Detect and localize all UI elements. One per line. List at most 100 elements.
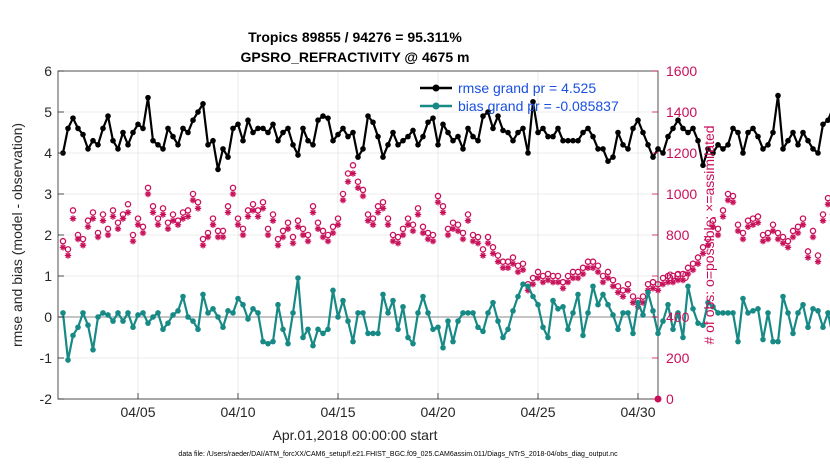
bias-point	[475, 324, 481, 331]
bias-point	[640, 312, 646, 318]
obs-assimilated-point	[464, 217, 472, 224]
axis-ticks: -2 -1 0 1 2 3 4 5 6 0 200 400 600 800 1000 1200 1400 1600…	[40, 63, 698, 420]
rmse-point	[100, 125, 106, 132]
obs-assimilated-point	[784, 244, 792, 251]
obs-assimilated-point	[184, 213, 192, 220]
bias-point	[580, 332, 586, 339]
legend-bias-marker	[432, 102, 440, 110]
obs-assimilated-point	[349, 170, 357, 177]
obs-assimilated-point	[164, 225, 172, 233]
obs-possible-point	[639, 293, 647, 300]
rmse-point	[235, 121, 241, 128]
asterisk-stroke	[500, 265, 506, 271]
asterisk-stroke	[540, 279, 546, 285]
obs-possible-point	[429, 231, 437, 239]
asterisk-stroke	[775, 236, 781, 242]
rmse-point	[180, 125, 186, 132]
asterisk-stroke	[790, 234, 796, 240]
asterisk-stroke	[725, 197, 731, 203]
asterisk-stroke	[465, 217, 471, 224]
obs-assimilated-point	[369, 221, 377, 228]
rmse-point	[390, 129, 396, 136]
bias-point	[465, 310, 471, 316]
obs-assimilated-point	[539, 278, 547, 286]
bias-point	[515, 293, 521, 300]
obs-assimilated-point	[544, 276, 552, 284]
asterisk-stroke	[105, 232, 111, 238]
bias-point	[95, 314, 101, 320]
obs-possible-point	[339, 190, 347, 198]
rmse-point	[740, 150, 746, 156]
bias-point	[210, 306, 216, 312]
rmse-point	[85, 146, 91, 152]
rmse-point	[730, 125, 736, 132]
asterisk-stroke	[585, 265, 591, 271]
asterisk-stroke	[240, 232, 246, 238]
obs-possible-point	[249, 200, 257, 208]
asterisk-stroke	[100, 217, 106, 224]
rmse-point	[580, 129, 586, 136]
obs-assimilated-point	[159, 211, 167, 218]
bias-point	[650, 308, 656, 314]
rmse-point	[365, 113, 371, 119]
rmse-point	[575, 137, 581, 144]
asterisk-stroke	[195, 205, 201, 212]
rmse-point	[695, 137, 701, 144]
rmse-point	[625, 146, 631, 152]
obs-assimilated-point	[279, 233, 287, 241]
obs-assimilated-point	[794, 229, 802, 237]
obs-assimilated-point	[604, 274, 612, 282]
obs-possible-point	[284, 219, 292, 226]
asterisk-stroke	[215, 234, 221, 240]
obs-possible-point	[149, 203, 157, 210]
rmse-point	[725, 142, 731, 148]
bias-point	[260, 338, 266, 345]
rmse-point	[825, 117, 830, 123]
rmse-point	[700, 162, 706, 169]
asterisk-stroke	[515, 269, 521, 275]
obs-assimilated-point	[379, 205, 387, 212]
asterisk-stroke	[650, 285, 656, 291]
rmse-point	[595, 146, 601, 152]
y-right-tick-label: 1600	[666, 63, 697, 79]
bias-point	[85, 322, 91, 329]
obs-assimilated-point	[754, 219, 762, 226]
rmse-point	[590, 133, 596, 140]
obs-assimilated-point	[169, 217, 177, 224]
asterisk-stroke	[260, 205, 266, 212]
obs-assimilated-point	[704, 242, 712, 249]
asterisk-stroke	[440, 209, 446, 216]
rmse-point	[205, 142, 211, 148]
obs-assimilated-point	[144, 190, 152, 198]
asterisk-stroke	[270, 217, 276, 224]
rmse-point	[265, 129, 271, 136]
rmse-point	[605, 158, 611, 164]
obs-assimilated-point	[99, 217, 107, 224]
bias-point	[470, 310, 476, 316]
bias-point	[185, 314, 191, 320]
bias-point	[525, 283, 531, 290]
asterisk-stroke	[690, 267, 696, 273]
obs-possible-point	[59, 237, 67, 245]
obs-assimilated-point	[534, 274, 542, 282]
asterisk-stroke	[155, 222, 161, 228]
obs-assimilated-point	[564, 278, 572, 286]
rmse-point	[115, 146, 121, 152]
asterisk-stroke	[765, 236, 771, 242]
rmse-point	[165, 125, 171, 132]
asterisk-stroke	[230, 191, 236, 197]
rmse-point	[335, 131, 341, 138]
bias-point	[350, 338, 356, 345]
rmse-point	[215, 166, 221, 173]
rmse-point	[285, 125, 291, 132]
rmse-point	[630, 125, 636, 132]
obs-assimilated-point	[729, 199, 737, 206]
asterisk-stroke	[135, 222, 141, 228]
y-axis-label: rmse and bias (model - observation)	[9, 123, 25, 347]
bias-point	[310, 342, 316, 349]
obs-assimilated-point	[684, 270, 692, 278]
obs-possible-point	[704, 235, 712, 243]
obs-assimilated-point	[414, 211, 422, 218]
obs-possible-point	[589, 258, 597, 265]
obs-assimilated-point	[724, 196, 732, 204]
